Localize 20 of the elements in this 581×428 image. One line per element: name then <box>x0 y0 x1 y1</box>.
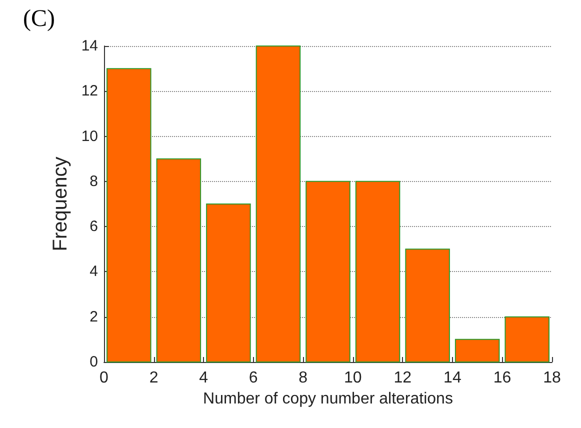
x-tick-label: 10 <box>344 370 362 386</box>
chart-title: (C) <box>23 6 55 32</box>
x-tick-label: 12 <box>394 370 412 386</box>
y-tick-label: 6 <box>90 218 98 236</box>
x-tick-label: 8 <box>298 370 308 386</box>
x-tick-label: 16 <box>493 370 512 386</box>
y-tick-label: 14 <box>81 38 98 54</box>
y-axis-title: Frequency <box>49 156 72 252</box>
x-tick-label: 18 <box>543 370 561 386</box>
x-tick-label: 4 <box>199 370 208 386</box>
y-tick-label: 0 <box>90 354 98 370</box>
y-tick-label: 12 <box>81 82 98 100</box>
x-tick-label: 2 <box>149 370 158 386</box>
y-tick-label: 8 <box>90 172 98 190</box>
y-tick-label: 2 <box>90 308 98 326</box>
x-tick-label: 6 <box>248 370 258 386</box>
y-tick-label: 10 <box>81 128 98 145</box>
x-tick-label: 14 <box>444 370 462 386</box>
y-tick-label: 4 <box>90 263 98 280</box>
x-axis-title: Number of copy number alterations <box>203 390 453 408</box>
